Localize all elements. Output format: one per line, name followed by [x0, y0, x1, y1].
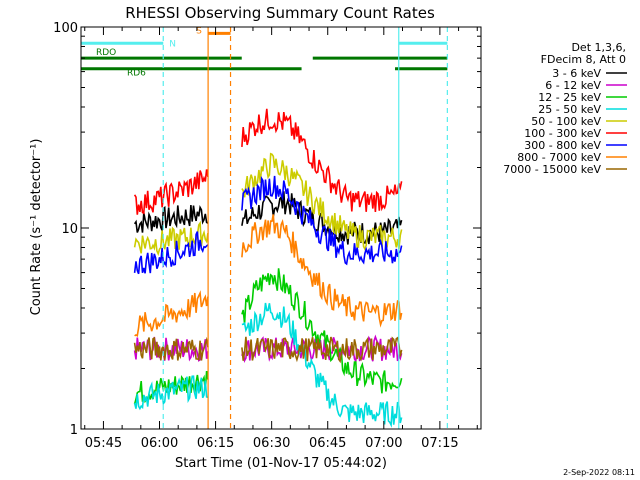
series-line-8-part-2	[241, 214, 403, 328]
legend-label-4: 25 - 50 keV	[538, 103, 601, 116]
series-line-7-part-1	[133, 231, 209, 275]
series-line-9-part-1	[133, 336, 209, 361]
legend-label-6: 100 - 300 keV	[524, 127, 601, 140]
x-tick-label-2: 06:00	[141, 436, 178, 451]
chart-title: RHESSI Observing Summary Count Rates	[125, 4, 435, 22]
series-line-5-part-2	[241, 152, 403, 252]
y-tick-label-3: 100	[53, 21, 78, 36]
legend-label-2: 6 - 12 keV	[545, 79, 601, 92]
x-tick-label-3: 06:15	[197, 436, 234, 451]
series-line-7-part-2	[241, 175, 403, 266]
interval-label-rd6: RD6	[127, 69, 146, 79]
legend-label-3: 12 - 25 keV	[538, 91, 601, 104]
series-line-9-part-2	[241, 336, 403, 364]
x-axis-label: Start Time (01-Nov-17 05:44:02)	[175, 456, 387, 471]
x-tick-label-6: 07:00	[365, 436, 402, 451]
x-tick-label-4: 06:30	[253, 436, 290, 451]
series-line-1-part-1	[133, 204, 209, 233]
x-tick-label-7: 07:15	[421, 436, 458, 451]
x-tick-label-1: 05:45	[85, 436, 122, 451]
x-tick-label-5: 06:45	[309, 436, 346, 451]
chart-marks: N S RDO RD6	[81, 26, 448, 429]
series-line-6-part-1	[133, 169, 209, 215]
series-line-4-part-1	[133, 375, 209, 411]
legend-label-1: 3 - 6 keV	[552, 67, 601, 80]
interval-label-s: S	[196, 26, 202, 36]
date-stamp: 2-Sep-2022 08:11	[563, 468, 635, 477]
legend-header-2: FDecim 8, Att 0	[541, 53, 626, 66]
interval-label-n: N	[169, 39, 176, 49]
y-axis-label: Count Rate (s⁻¹ detector⁻¹)	[29, 139, 44, 316]
legend-label-9: 7000 - 15000 keV	[503, 163, 601, 176]
y-tick-label-2: 10	[61, 222, 78, 237]
legend-label-7: 300 - 800 keV	[524, 139, 601, 152]
series-line-3-part-2	[241, 268, 403, 394]
series-line-4-part-2	[241, 302, 403, 428]
interval-label-rdo: RDO	[96, 48, 116, 58]
legend-label-8: 800 - 7000 keV	[517, 151, 601, 164]
legend-label-5: 50 - 100 keV	[531, 115, 601, 128]
series-line-8-part-1	[134, 290, 209, 338]
axes: 05:45 06:00 06:15 06:30 06:45 07:00 07:15 1 10 10…	[53, 21, 482, 451]
y-tick-label-1: 1	[70, 423, 78, 438]
legend-header-1: Det 1,3,6,	[571, 41, 626, 54]
series-line-6-part-2	[241, 108, 403, 212]
